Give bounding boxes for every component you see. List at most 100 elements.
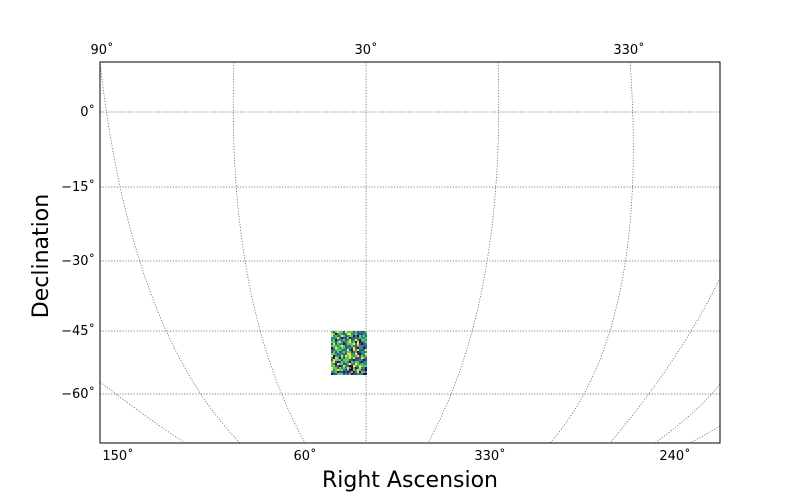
heatmap-cell xyxy=(341,353,343,355)
heatmap-cell xyxy=(347,355,349,357)
heatmap-cell xyxy=(341,337,343,339)
heatmap-cell xyxy=(349,369,351,371)
heatmap-cell xyxy=(345,357,347,359)
heatmap-cell xyxy=(357,333,359,335)
heatmap-cell xyxy=(353,361,355,363)
heatmap-cell xyxy=(343,349,345,351)
heatmap-cell xyxy=(331,361,333,363)
ra-gridline-240 xyxy=(689,425,720,443)
heatmap-cell xyxy=(349,333,351,335)
heatmap-cell xyxy=(351,367,353,369)
heatmap-cell xyxy=(339,341,341,343)
heatmap-cell xyxy=(355,339,357,341)
heatmap-cell xyxy=(361,359,363,361)
heatmap-cell xyxy=(363,343,365,345)
heatmap-cell xyxy=(355,359,357,361)
heatmap-cell xyxy=(349,361,351,363)
heatmap-cell xyxy=(341,369,343,371)
heatmap-cell xyxy=(341,359,343,361)
heatmap-cell xyxy=(339,371,341,373)
heatmap-cell xyxy=(339,337,341,339)
heatmap-cell xyxy=(339,349,341,351)
heatmap-cell xyxy=(349,347,351,349)
top-ra-tick-label: 30˚ xyxy=(354,42,377,58)
heatmap-cell xyxy=(345,369,347,371)
heatmap-cell xyxy=(331,369,333,371)
heatmap-cell xyxy=(347,343,349,345)
heatmap-cell xyxy=(351,373,353,375)
heatmap-cell xyxy=(349,339,351,341)
heatmap-cell xyxy=(339,365,341,367)
heatmap-cell xyxy=(351,371,353,373)
heatmap-cell xyxy=(355,331,357,333)
heatmap-cell xyxy=(335,369,337,371)
heatmap-cell xyxy=(353,349,355,351)
heatmap-cell xyxy=(355,371,357,373)
heatmap-cell xyxy=(361,361,363,363)
heatmap-cell xyxy=(361,371,363,373)
ra-gridline-90 xyxy=(100,62,241,443)
heatmap-cell xyxy=(351,333,353,335)
heatmap-cell xyxy=(337,347,339,349)
heatmap-cell xyxy=(357,339,359,341)
heatmap-cell xyxy=(343,335,345,337)
heatmap-cell xyxy=(345,361,347,363)
heatmap-cell xyxy=(343,347,345,349)
heatmap-cell xyxy=(339,353,341,355)
heatmap-cell xyxy=(359,345,361,347)
heatmap-cell xyxy=(341,339,343,341)
heatmap-cell xyxy=(345,347,347,349)
heatmap-cell xyxy=(347,335,349,337)
heatmap-cell xyxy=(341,347,343,349)
heatmap-cell xyxy=(361,363,363,365)
heatmap-cell xyxy=(343,337,345,339)
heatmap-cell xyxy=(365,357,367,359)
y-axis-label: Declination xyxy=(29,194,54,318)
heatmap-cell xyxy=(337,357,339,359)
heatmap-cell xyxy=(343,345,345,347)
dec-tick-label: −60˚ xyxy=(61,386,95,402)
heatmap-cell xyxy=(363,341,365,343)
heatmap-cell xyxy=(333,373,335,375)
heatmap-cell xyxy=(341,335,343,337)
heatmap-cell xyxy=(365,355,367,357)
heatmap-cell xyxy=(349,353,351,355)
heatmap-cell xyxy=(343,363,345,365)
heatmap-cell xyxy=(337,349,339,351)
heatmap-cell xyxy=(351,359,353,361)
heatmap-cell xyxy=(341,351,343,353)
heatmap-cell xyxy=(347,347,349,349)
heatmap-cell xyxy=(339,373,341,375)
heatmap-cell xyxy=(353,337,355,339)
heatmap-cell xyxy=(337,341,339,343)
heatmap-cell xyxy=(361,337,363,339)
heatmap-cell xyxy=(349,345,351,347)
heatmap-cell xyxy=(345,333,347,335)
heatmap-cell xyxy=(347,353,349,355)
heatmap-cell xyxy=(337,359,339,361)
heatmap-cell xyxy=(359,333,361,335)
heatmap-cell xyxy=(357,337,359,339)
heatmap-cell xyxy=(333,345,335,347)
bottom-ra-tick-label: 60˚ xyxy=(293,448,316,464)
heatmap-cell xyxy=(343,373,345,375)
heatmap-cell xyxy=(359,357,361,359)
heatmap-cell xyxy=(337,333,339,335)
heatmap-cell xyxy=(347,369,349,371)
heatmap-cell xyxy=(345,367,347,369)
heatmap-cell xyxy=(355,355,357,357)
heatmap-cell xyxy=(339,361,341,363)
heatmap-cell xyxy=(365,333,367,335)
heatmap-cell xyxy=(355,343,357,345)
heatmap-cell xyxy=(339,363,341,365)
heatmap-cell xyxy=(331,371,333,373)
heatmap-cell xyxy=(357,367,359,369)
heatmap-cell xyxy=(361,345,363,347)
heatmap-cell xyxy=(361,343,363,345)
heatmap-cell xyxy=(345,363,347,365)
heatmap-cell xyxy=(345,355,347,357)
heatmap-cell xyxy=(363,353,365,355)
heatmap-cell xyxy=(353,355,355,357)
heatmap-cell xyxy=(365,341,367,343)
heatmap-cell xyxy=(331,343,333,345)
